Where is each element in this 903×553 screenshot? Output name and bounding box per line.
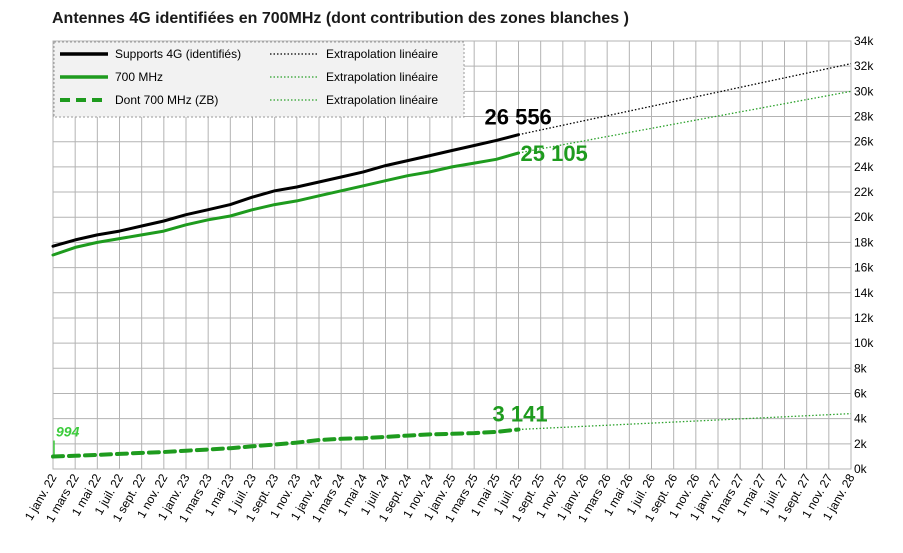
data-label: 25 105: [521, 141, 588, 166]
y-tick-label: 30k: [854, 84, 874, 98]
legend-label: Dont 700 MHz (ZB): [115, 93, 218, 107]
y-tick-label: 8k: [854, 361, 868, 375]
legend-trend-label: Extrapolation linéaire: [326, 70, 438, 84]
y-tick-label: 12k: [854, 311, 874, 325]
data-label: 994: [56, 423, 80, 439]
trendline: [518, 90, 852, 154]
legend: Supports 4G (identifiés) Extrapolation li…: [53, 41, 465, 118]
x-axis-ticks: 1 janv. 221 mars 221 mai 221 juil. 221 s…: [22, 471, 858, 524]
legend-trend-label: Extrapolation linéaire: [326, 93, 438, 107]
y-tick-label: 2k: [854, 437, 868, 451]
legend-trend-label: Extrapolation linéaire: [326, 47, 438, 61]
y-tick-label: 4k: [854, 412, 868, 426]
series-line: [51, 133, 520, 248]
legend-label: Supports 4G (identifiés): [115, 47, 241, 61]
y-axis-ticks: 0k 2k 4k 6k 8k 10k 12k 14k 16k 18k 20k 22k 24k 26k 28k…: [854, 34, 874, 476]
data-label: 3 141: [493, 401, 548, 426]
legend-box: [53, 41, 465, 118]
trendlines: [518, 63, 852, 431]
y-tick-label: 0k: [854, 462, 868, 476]
trendline: [518, 63, 852, 136]
y-tick-label: 34k: [854, 34, 874, 48]
series-line: [51, 427, 521, 459]
series-lines: [51, 133, 521, 459]
chart-title: Antennes 4G identifiées en 700MHz (dont …: [52, 10, 629, 27]
y-tick-label: 6k: [854, 386, 868, 400]
y-tick-label: 32k: [854, 59, 874, 73]
y-tick-label: 26k: [854, 135, 874, 149]
y-tick-label: 28k: [854, 110, 874, 124]
y-tick-label: 10k: [854, 336, 874, 350]
legend-label: 700 MHz: [115, 70, 163, 84]
y-tick-label: 24k: [854, 160, 874, 174]
y-tick-label: 20k: [854, 210, 874, 224]
y-tick-label: 14k: [854, 286, 874, 300]
trendline: [518, 412, 852, 431]
y-tick-label: 18k: [854, 235, 874, 249]
y-tick-label: 22k: [854, 185, 874, 199]
data-labels: 26 556 25 105 3 141 994: [53, 105, 588, 455]
y-tick-label: 16k: [854, 261, 874, 275]
series-line: [51, 151, 520, 257]
data-label: 26 556: [485, 105, 552, 130]
